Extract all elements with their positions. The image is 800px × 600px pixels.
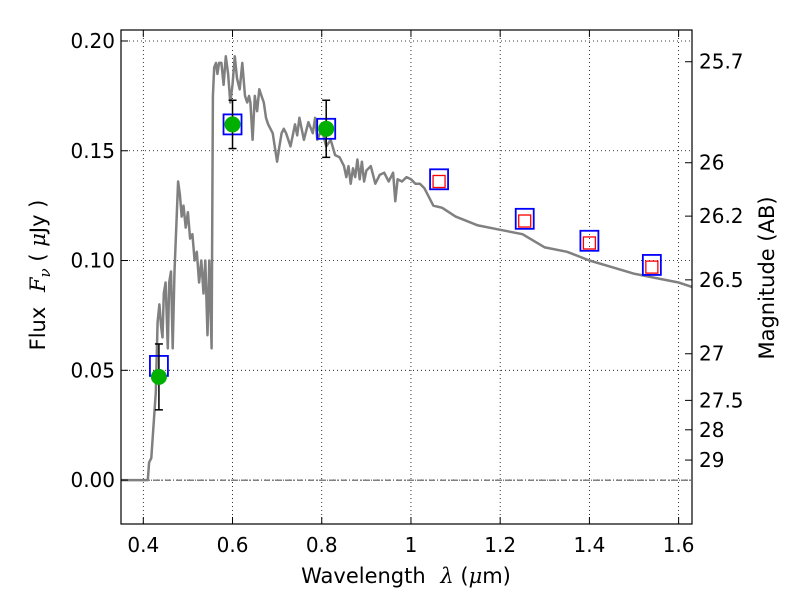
magnitude-tick-label: 28: [699, 418, 724, 442]
x-tick-label: 0.4: [127, 533, 159, 557]
magnitude-tick-label: 25.7: [699, 50, 744, 74]
upper-limit-square: [645, 260, 659, 274]
magnitude-tick-label: 27: [699, 342, 724, 366]
x-tick-label: 1.2: [484, 533, 516, 557]
observed-flux-point: [150, 368, 167, 385]
plot-area: [121, 55, 693, 482]
plot-frame: [120, 29, 693, 525]
magnitude-tick-label: 26: [699, 151, 724, 175]
x-tick-label: 0.6: [217, 533, 249, 557]
x-tick-label: 1: [405, 533, 418, 557]
upper-limit-square: [582, 236, 597, 250]
magnitude-axis: 25.7 26 26.2 26.5 27 27.5 28 29: [685, 50, 744, 472]
x-tick-label: 1.6: [663, 533, 695, 557]
model-flux-square: [429, 168, 449, 191]
x-axis-label: Wavelength λ (μm): [301, 564, 511, 588]
x-tick-label: 0.8: [306, 533, 338, 557]
y-tick-label: 0.05: [70, 358, 115, 382]
y-axis-label: Flux Fν ( μJy ): [26, 200, 54, 351]
magnitude-tick-label: 26.2: [699, 204, 744, 228]
y-tick-label: 0.15: [70, 139, 115, 163]
upper-limit-square: [518, 214, 532, 228]
spectrum-line: [121, 55, 693, 482]
y-tick-label: 0.00: [70, 468, 115, 492]
observed-flux-point: [224, 116, 241, 133]
y-tick-label: 0.10: [70, 249, 115, 273]
x-axis: 0.4 0.6 0.8 1 1.2 1.4 1.6: [127, 30, 695, 557]
upper-limit-square: [432, 174, 446, 189]
magnitude-tick-label: 26.5: [699, 268, 744, 292]
model-flux-square: [514, 207, 535, 230]
x-tick-label: 1.4: [573, 533, 605, 557]
model-flux-square: [579, 229, 600, 252]
magnitude-axis-label: Magnitude (AB): [755, 196, 779, 359]
model-flux-square: [641, 254, 662, 276]
magnitude-tick-label: 27.5: [699, 388, 744, 412]
y-tick-label: 0.20: [70, 29, 115, 53]
observed-flux-point: [318, 120, 335, 137]
y-axis: 0.00 0.05 0.10 0.15 0.20: [70, 29, 128, 492]
magnitude-tick-label: 29: [699, 448, 724, 472]
